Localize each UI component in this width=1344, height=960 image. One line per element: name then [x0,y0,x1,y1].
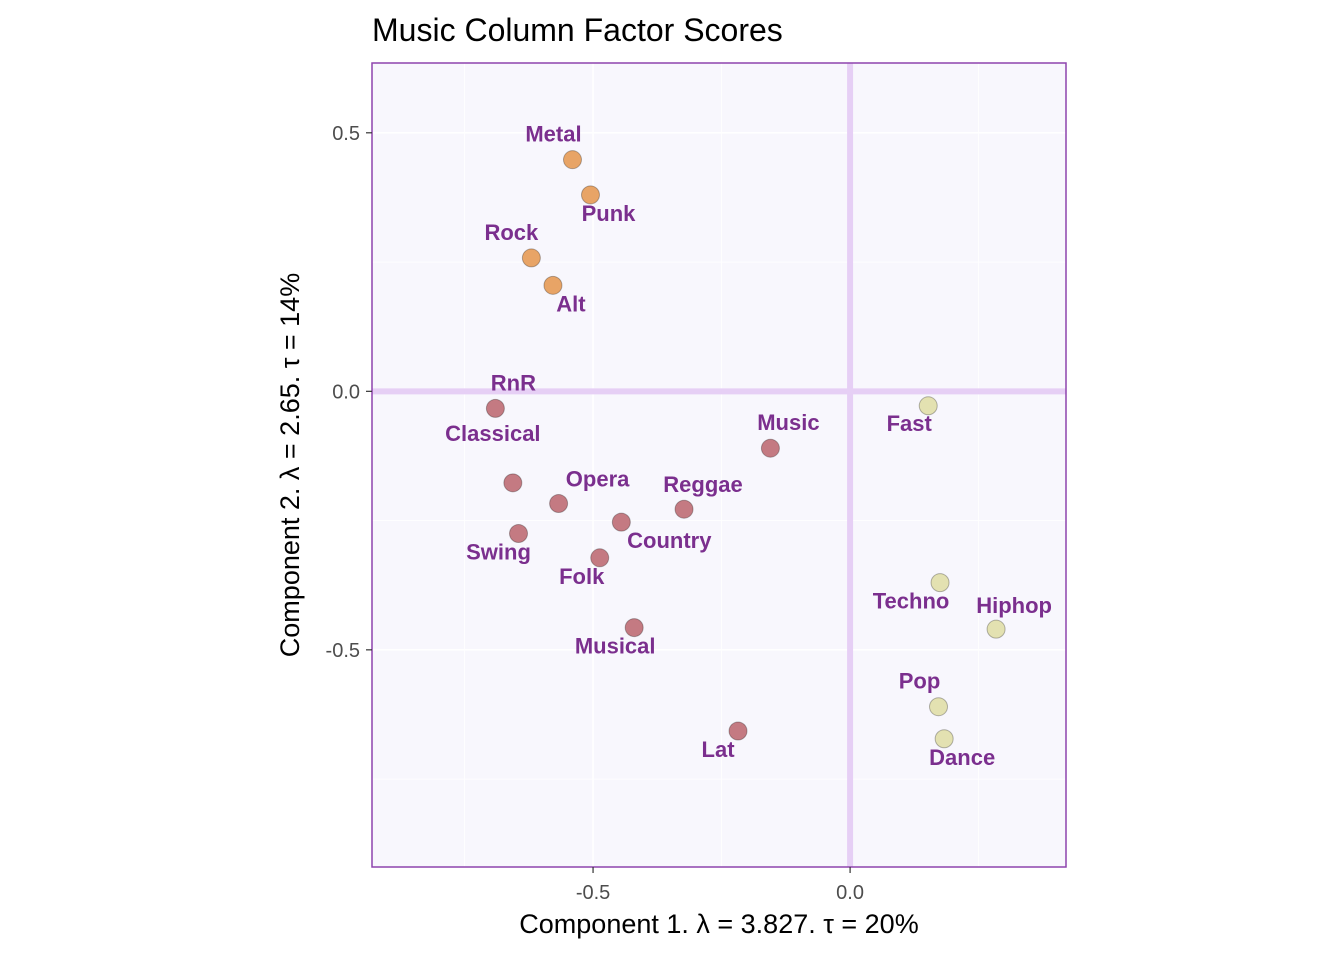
point-label-fast: Fast [887,411,933,436]
point-label-techno: Techno [873,589,950,614]
y-axis-title: Component 2. λ = 2.65. τ = 14% [275,273,305,657]
data-point-hiphop [986,619,1006,639]
point-label-folk: Folk [559,564,605,589]
data-point-pop [929,697,949,717]
point-labels: Metal Punk Rock Alt RnR Music Classical Opera Re… [445,122,1052,770]
data-point-punk [580,185,600,205]
data-point-country [611,512,631,532]
data-point-classical [503,473,523,493]
axis-ticks: -0.5 0.0 0.5 0.0 -0.5 [326,123,864,904]
data-point-music [760,438,780,458]
y-tick-label: 0.5 [332,123,360,145]
data-point-swing [509,524,529,544]
point-label-rock: Rock [484,220,539,245]
point-label-musical: Musical [575,634,656,659]
y-tick-label: 0.0 [332,381,360,403]
point-label-pop: Pop [899,669,941,694]
data-point-folk [590,548,610,568]
chart-title: Music Column Factor Scores [372,12,783,48]
point-label-reggae: Reggae [663,472,742,497]
point-label-dance: Dance [929,745,995,770]
data-point-fast [918,396,938,416]
point-label-music: Music [757,410,819,435]
plot-panel-border [371,62,1067,868]
data-point-rnr [485,398,505,418]
point-label-metal: Metal [525,122,581,147]
x-tick-label: -0.5 [576,882,610,904]
data-points [485,150,1006,749]
data-point-lat [728,721,748,741]
data-point-dance [934,729,954,749]
point-label-hiphop: Hiphop [976,593,1052,618]
origin-lines [372,63,1066,867]
point-label-punk: Punk [582,201,637,226]
data-point-alt [543,275,563,295]
data-point-reggae [674,499,694,519]
point-label-opera: Opera [566,467,630,492]
point-label-alt: Alt [556,291,586,316]
data-point-musical [624,618,644,638]
point-label-lat: Lat [702,737,736,762]
data-point-rock [521,248,541,268]
x-tick-label: 0.0 [836,882,864,904]
y-tick-label: -0.5 [326,640,360,662]
point-label-swing: Swing [466,540,531,565]
point-label-classical: Classical [445,421,540,446]
data-point-techno [930,573,950,593]
x-axis-title: Component 1. λ = 3.827. τ = 20% [519,909,918,939]
data-point-metal [562,150,582,170]
point-label-country: Country [627,528,712,553]
data-point-opera [549,494,569,514]
point-label-rnr: RnR [491,370,536,395]
